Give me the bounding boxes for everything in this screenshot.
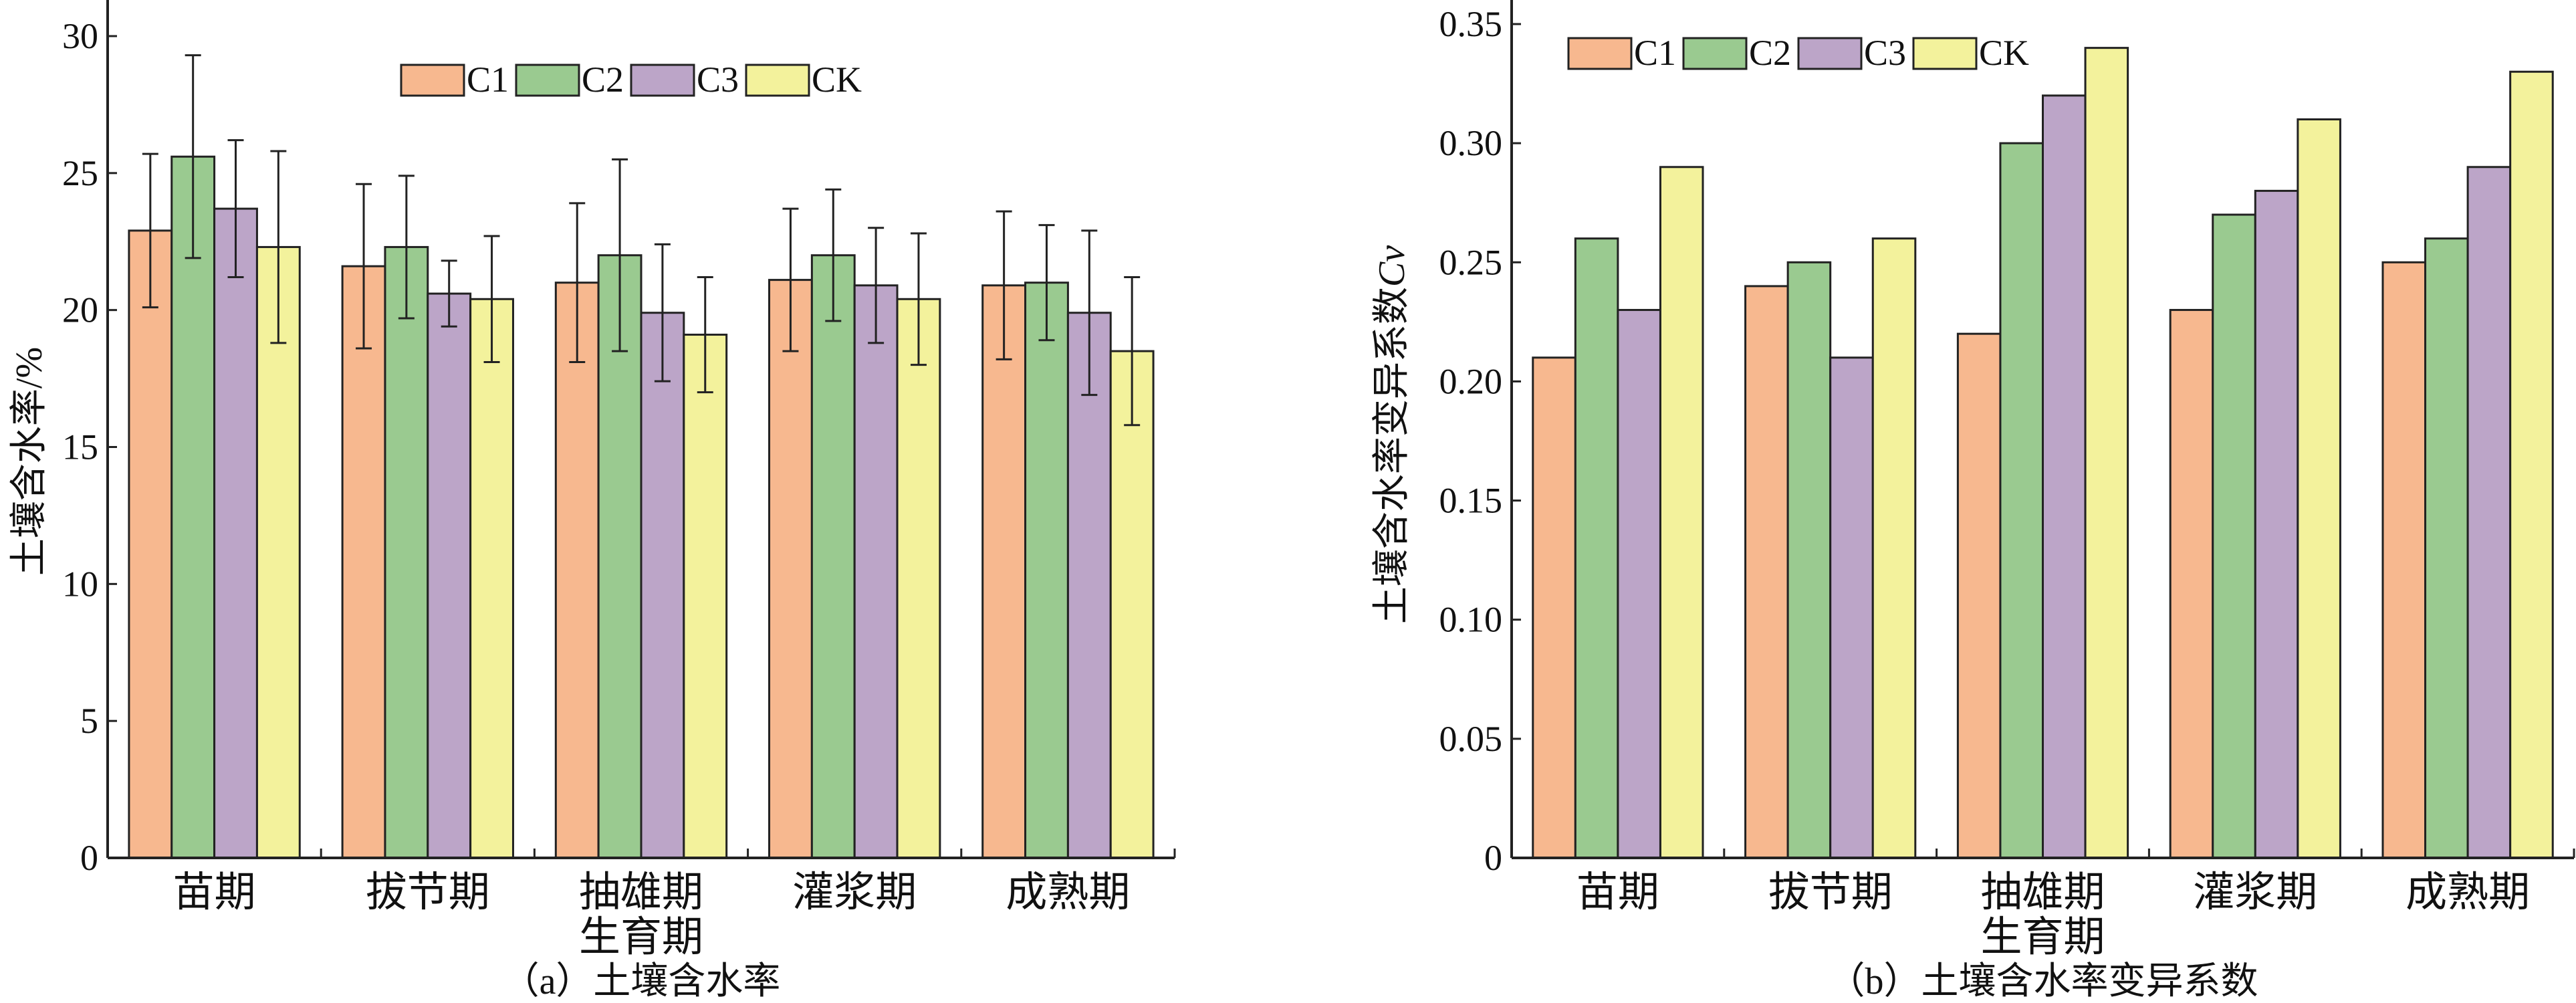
x-tick-label: 成熟期 (2406, 870, 2530, 915)
y-tick-label: 0 (1484, 838, 1502, 878)
bar-C1-3 (2169, 309, 2214, 859)
y-axis-title: 土壤含水率/% (9, 347, 50, 576)
x-tick-label: 抽雄期 (579, 870, 703, 915)
y-tick-label: 0.15 (1439, 481, 1503, 521)
y-tick-label: 0.25 (1439, 242, 1503, 282)
bar-C1-1 (341, 265, 386, 859)
y-tick-label: 20 (62, 290, 98, 330)
x-tick-label: 抽雄期 (1980, 870, 2105, 915)
bar-C3-3 (2254, 189, 2299, 859)
x-tick-label: 苗期 (173, 870, 256, 915)
y-tick-label: 25 (62, 153, 98, 193)
legend-label-C1: C1 (467, 60, 509, 100)
legend-swatch-CK (1912, 37, 1978, 70)
bar-C3-2 (2042, 94, 2087, 859)
bar-C3-4 (2466, 166, 2512, 859)
y-tick-label: 10 (62, 564, 98, 604)
x-tick-label: 苗期 (1576, 870, 1659, 915)
y-axis-title-text: 土壤含水率/% (9, 347, 50, 576)
bar-C1-2 (554, 282, 600, 859)
bar-C2-3 (810, 254, 856, 859)
legend-swatch-C2 (1682, 37, 1748, 70)
bar-C3-1 (1829, 356, 1874, 859)
y-tick-label: 0.10 (1439, 600, 1503, 640)
x-tick-label: 灌浆期 (792, 870, 917, 915)
y-tick-label: 0.35 (1439, 4, 1503, 44)
y-tick-label: 0 (80, 838, 98, 878)
bar-C2-1 (1786, 261, 1832, 859)
bar-C3-3 (853, 284, 899, 859)
bar-CK-1 (1871, 237, 1917, 859)
bar-C1-1 (1744, 285, 1789, 859)
bar-C2-4 (1024, 282, 1069, 859)
bar-C1-4 (2381, 261, 2427, 859)
bar-CK-4 (1109, 350, 1155, 859)
legend-swatch-C3 (1797, 37, 1863, 70)
bar-C2-2 (1999, 142, 2044, 859)
bar-C3-0 (213, 207, 258, 859)
bar-CK-4 (2509, 70, 2554, 859)
bar-CK-0 (1659, 166, 1704, 859)
x-tick-label: 拔节期 (1768, 870, 1893, 915)
bar-CK-1 (469, 298, 514, 859)
x-axis-title: 生育期 (579, 915, 703, 960)
y-axis-title-symbol: Cv (1371, 245, 1413, 287)
bar-C2-0 (1574, 237, 1619, 859)
chart-caption: （a）土壤含水率 (502, 961, 781, 1002)
bar-C3-2 (640, 312, 685, 859)
legend-label-C2: C2 (1749, 33, 1791, 73)
bar-C3-1 (427, 292, 472, 859)
legend-label-C3: C3 (697, 60, 739, 100)
bar-C3-0 (1617, 309, 1661, 859)
y-axis-title: 土壤含水率变异系数Cv (1371, 245, 1413, 624)
bar-C2-4 (2424, 237, 2469, 859)
bar-C1-0 (1532, 356, 1576, 859)
legend-label-C1: C1 (1634, 33, 1676, 73)
y-tick-label: 0.30 (1439, 123, 1503, 163)
legend-label-C2: C2 (582, 60, 624, 100)
x-tick-label: 灌浆期 (2193, 870, 2317, 915)
legend-swatch-C2 (515, 64, 580, 97)
bar-CK-2 (2084, 47, 2129, 859)
bar-C1-4 (981, 284, 1027, 859)
y-tick-label: 30 (62, 16, 98, 56)
x-axis-title: 生育期 (1980, 915, 2105, 960)
legend-label-CK: CK (812, 60, 862, 100)
legend-swatch-C3 (630, 64, 695, 97)
y-tick-label: 0.20 (1439, 361, 1503, 401)
bar-C1-0 (128, 229, 173, 859)
bar-C2-0 (170, 155, 216, 859)
bar-C2-1 (384, 245, 429, 859)
legend-swatch-C1 (400, 64, 465, 97)
legend: C1 C2 C3 CK (1567, 33, 2029, 73)
x-tick-label: 拔节期 (366, 870, 490, 915)
bar-C1-2 (1956, 332, 2002, 859)
y-tick-label: 5 (80, 701, 98, 741)
bar-CK-2 (683, 334, 728, 859)
y-axis-title-text: 土壤含水率变异系数 (1371, 287, 1413, 624)
legend-swatch-CK (745, 64, 810, 97)
y-tick-label: 0.05 (1439, 719, 1503, 759)
bar-CK-3 (2297, 118, 2341, 859)
legend-label-CK: CK (1979, 33, 2029, 73)
y-tick-label: 15 (62, 427, 98, 467)
chart-soil-moisture-cv: 0 0.05 0.10 0.15 0.20 0.25 0.30 0.35 苗期 拔节期 抽雄期 灌浆期… (1371, 0, 2575, 1002)
x-tick-label: 成熟期 (1006, 870, 1130, 915)
legend-swatch-C1 (1567, 37, 1633, 70)
legend-label-C3: C3 (1864, 33, 1906, 73)
bar-C1-3 (768, 279, 813, 859)
bar-C2-3 (2212, 213, 2256, 859)
legend: C1 C2 C3 CK (400, 60, 862, 100)
bar-CK-3 (896, 298, 941, 859)
chart-caption: （b）土壤含水率变异系数 (1828, 961, 2258, 1002)
